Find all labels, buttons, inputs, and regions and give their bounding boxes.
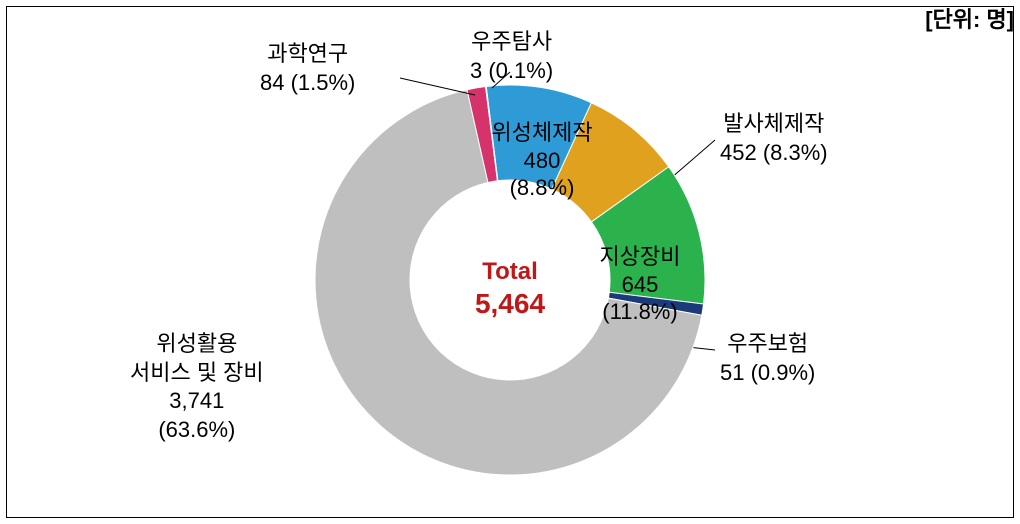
leader-line: [400, 78, 475, 95]
donut-chart: [0, 0, 1020, 524]
